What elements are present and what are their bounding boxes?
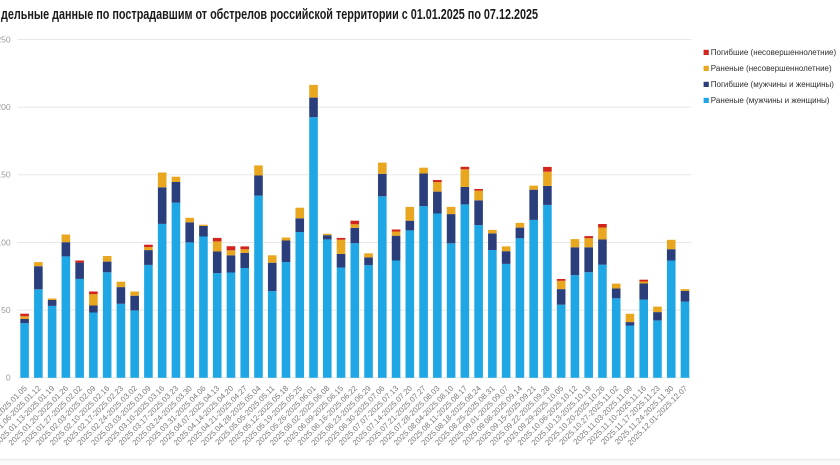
- svg-text:50: 50: [1, 305, 11, 315]
- svg-text:150: 150: [0, 170, 11, 180]
- svg-text:дельные данные по пострадавшим: дельные данные по пострадавшим от обстре…: [1, 7, 538, 23]
- svg-text:0: 0: [6, 373, 11, 383]
- svg-text:Погибшие (несовершеннолетние): Погибшие (несовершеннолетние): [711, 48, 837, 57]
- svg-text:Раненые (несовершеннолетние): Раненые (несовершеннолетние): [711, 64, 832, 73]
- svg-text:100: 100: [0, 237, 11, 247]
- svg-text:250: 250: [0, 34, 11, 44]
- svg-text:200: 200: [0, 102, 11, 112]
- svg-text:Погибшие (мужчины и женщины): Погибшие (мужчины и женщины): [711, 80, 834, 89]
- svg-text:Раненые (мужчины и женщины): Раненые (мужчины и женщины): [711, 96, 830, 105]
